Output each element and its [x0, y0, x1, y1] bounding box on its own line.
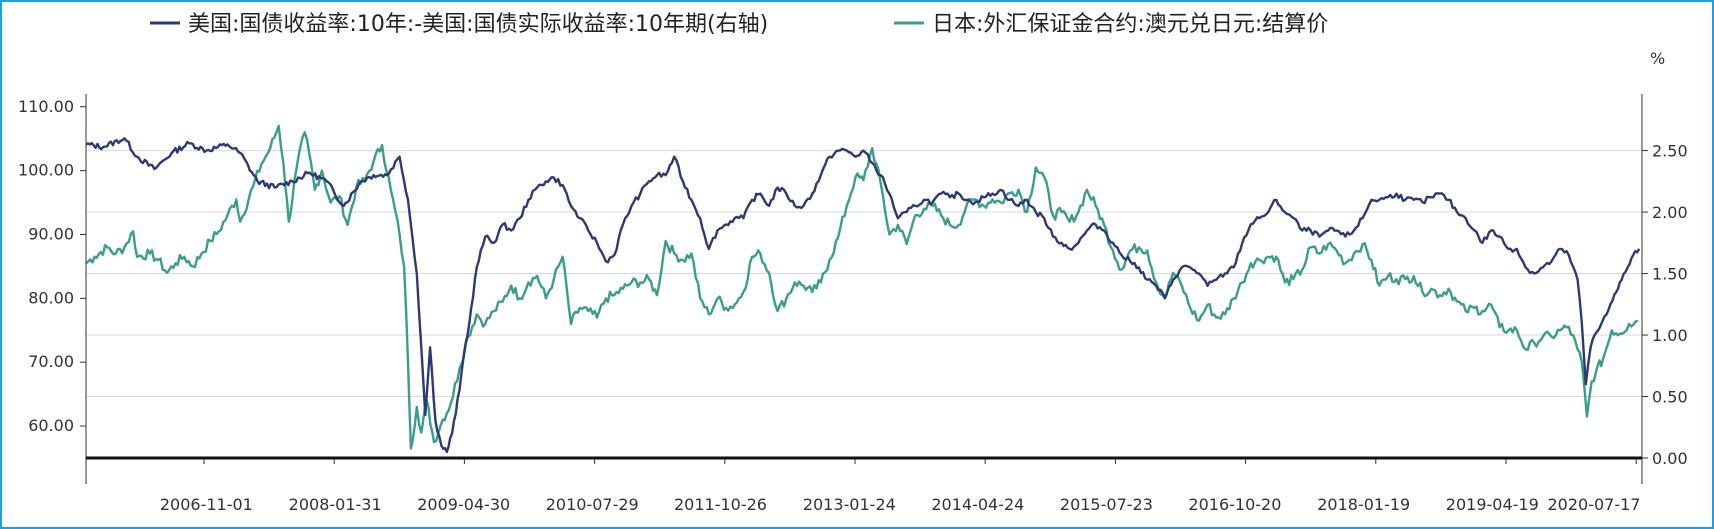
right-tick-label: 1.50	[1652, 265, 1688, 284]
x-tick-label: 2009-04-30	[417, 495, 510, 514]
left-tick-label: 60.00	[28, 416, 74, 435]
x-axis-ticks: 2006-11-01 2008-01-31 2009-04-30 2010-07-29…	[160, 458, 1641, 514]
x-tick-label: 2006-11-01	[160, 495, 253, 514]
x-tick-label: 2014-04-24	[931, 495, 1024, 514]
right-tick-label: 0.50	[1652, 388, 1688, 407]
right-tick-label: 2.00	[1652, 203, 1688, 222]
legend: 美国:国债收益率:10年:-美国:国债实际收益率:10年期(右轴) 日本:外汇保证…	[150, 12, 1328, 37]
x-tick-label: 2020-07-17	[1548, 495, 1641, 514]
series-line-audjpy	[85, 124, 1639, 450]
x-tick-label: 2013-01-24	[803, 495, 896, 514]
right-axis-unit: %	[1650, 49, 1665, 68]
right-tick-label: 1.00	[1652, 326, 1688, 345]
right-tick-label: 0.00	[1652, 449, 1688, 468]
x-tick-label: 2016-10-20	[1188, 495, 1281, 514]
left-tick-label: 100.00	[18, 161, 74, 180]
left-axis-ticks: 60.00 70.00 80.00 90.00 100.00 110.00	[18, 97, 86, 435]
legend-label: 日本:外汇保证金合约:澳元兑日元:结算价	[932, 12, 1328, 37]
x-tick-label: 2011-10-26	[674, 495, 767, 514]
series-line-us-breakeven	[85, 137, 1641, 454]
x-tick-label: 2010-07-29	[546, 495, 639, 514]
legend-label: 美国:国债收益率:10年:-美国:国债实际收益率:10年期(右轴)	[188, 12, 768, 37]
left-tick-label: 90.00	[28, 224, 74, 243]
left-tick-label: 80.00	[28, 288, 74, 307]
x-tick-label: 2019-04-19	[1446, 495, 1539, 514]
series-layer	[85, 124, 1641, 454]
x-tick-label: 2018-01-19	[1317, 495, 1410, 514]
right-tick-label: 2.50	[1652, 142, 1688, 161]
x-tick-label: 2008-01-31	[289, 495, 382, 514]
right-axis-ticks: 0.00 0.50 1.00 1.50 2.00 2.50	[1642, 142, 1688, 468]
x-tick-label: 2015-07-23	[1060, 495, 1153, 514]
left-tick-label: 110.00	[18, 97, 74, 116]
left-tick-label: 70.00	[28, 352, 74, 371]
